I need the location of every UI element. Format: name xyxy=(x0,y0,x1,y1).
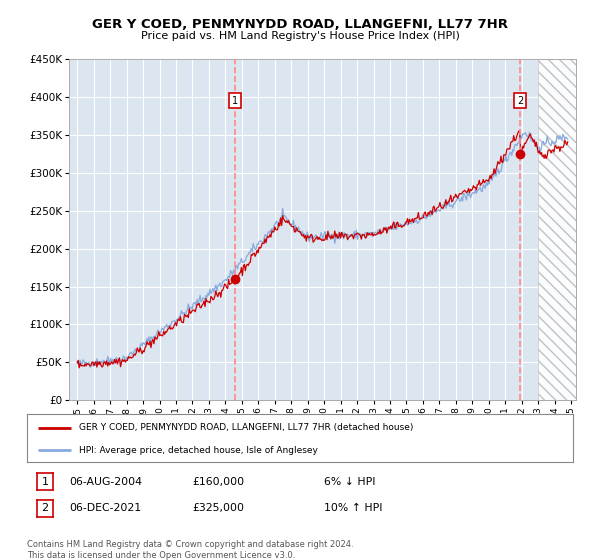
Text: £160,000: £160,000 xyxy=(192,477,244,487)
Text: GER Y COED, PENMYNYDD ROAD, LLANGEFNI, LL77 7HR (detached house): GER Y COED, PENMYNYDD ROAD, LLANGEFNI, L… xyxy=(79,423,413,432)
Text: 6% ↓ HPI: 6% ↓ HPI xyxy=(324,477,376,487)
Text: 1: 1 xyxy=(232,96,238,105)
Text: 06-DEC-2021: 06-DEC-2021 xyxy=(69,503,141,514)
Text: 10% ↑ HPI: 10% ↑ HPI xyxy=(324,503,383,514)
Text: £325,000: £325,000 xyxy=(192,503,244,514)
Text: 06-AUG-2004: 06-AUG-2004 xyxy=(69,477,142,487)
Bar xyxy=(538,59,592,400)
Text: 2: 2 xyxy=(517,96,523,105)
Text: 2: 2 xyxy=(41,503,49,514)
Text: HPI: Average price, detached house, Isle of Anglesey: HPI: Average price, detached house, Isle… xyxy=(79,446,318,455)
Text: Price paid vs. HM Land Registry's House Price Index (HPI): Price paid vs. HM Land Registry's House … xyxy=(140,31,460,41)
Text: GER Y COED, PENMYNYDD ROAD, LLANGEFNI, LL77 7HR: GER Y COED, PENMYNYDD ROAD, LLANGEFNI, L… xyxy=(92,18,508,31)
Text: Contains HM Land Registry data © Crown copyright and database right 2024.
This d: Contains HM Land Registry data © Crown c… xyxy=(27,540,353,560)
Text: 1: 1 xyxy=(41,477,49,487)
